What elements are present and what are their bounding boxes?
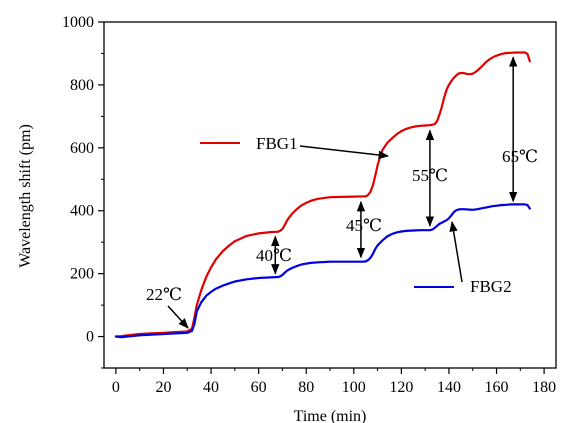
arrow-fbg2 bbox=[449, 220, 463, 283]
annotation-55c: 55℃ bbox=[412, 166, 448, 185]
annotation-45c: 45℃ bbox=[346, 216, 382, 235]
series-line-fbg1 bbox=[114, 51, 531, 338]
x-tick-label: 80 bbox=[298, 379, 314, 396]
series-layer bbox=[114, 51, 531, 339]
x-tick-label: 100 bbox=[342, 379, 366, 396]
x-tick-label: 20 bbox=[155, 379, 171, 396]
x-tick-label: 40 bbox=[203, 379, 219, 396]
y-tick-label: 400 bbox=[70, 203, 94, 220]
arrow-22c bbox=[167, 305, 189, 329]
axis-ticks: 0 20 40 60 80 100 120 140 160 180 0 200 400 600 800 100… bbox=[62, 14, 556, 396]
x-tick-label: 180 bbox=[532, 379, 556, 396]
y-tick-label: 200 bbox=[70, 266, 94, 283]
series-line-fbg2 bbox=[114, 203, 531, 339]
y-tick-label: 1000 bbox=[62, 14, 94, 31]
x-tick-label: 140 bbox=[437, 379, 461, 396]
annotation-22c: 22℃ bbox=[146, 285, 182, 304]
y-tick-label: 800 bbox=[70, 77, 94, 94]
annotation-layer bbox=[167, 56, 518, 329]
annotation-40c: 40℃ bbox=[256, 246, 292, 265]
legend-label-fbg2: FBG2 bbox=[470, 277, 512, 296]
x-tick-label: 60 bbox=[251, 379, 267, 396]
legend-label-fbg1: FBG1 bbox=[256, 134, 298, 153]
y-tick-label: 0 bbox=[86, 329, 94, 346]
plot-frame bbox=[103, 21, 557, 369]
arrow-fbg1 bbox=[299, 145, 390, 160]
x-axis-label: Time (min) bbox=[294, 408, 367, 423]
y-axis-label: Wavelength shift (pm) bbox=[17, 124, 34, 268]
y-tick-label: 600 bbox=[70, 140, 94, 157]
x-tick-label: 120 bbox=[389, 379, 413, 396]
x-tick-label: 160 bbox=[485, 379, 509, 396]
x-tick-label: 0 bbox=[112, 379, 120, 396]
annotation-65c: 65℃ bbox=[502, 147, 538, 166]
